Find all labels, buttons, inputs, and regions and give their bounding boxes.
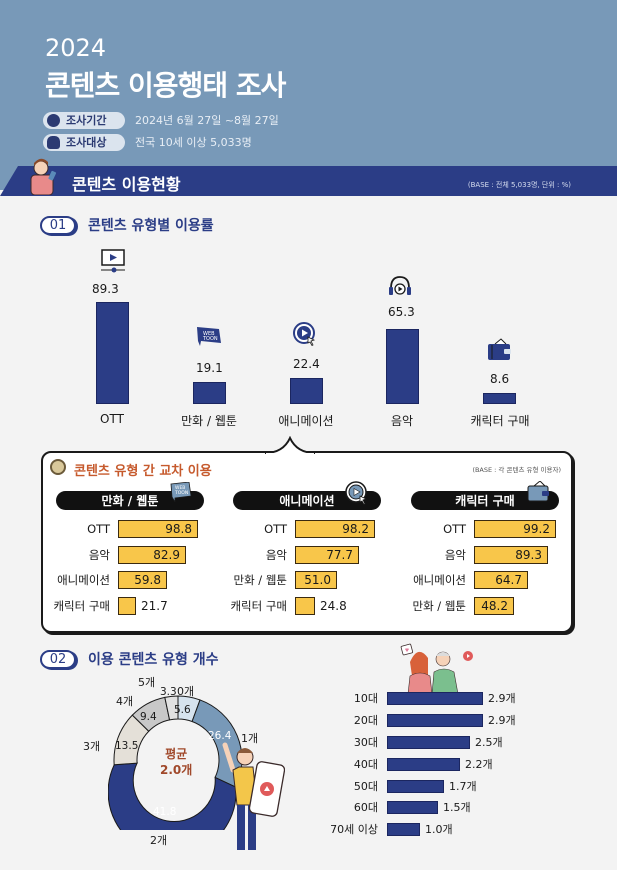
wallet-icon bbox=[527, 481, 549, 502]
meta-target: 조사대상 전국 10세 이상 5,033명 bbox=[43, 133, 252, 151]
meta-period-label: 조사기간 bbox=[66, 114, 107, 127]
bar-value-animation: 22.4 bbox=[293, 357, 320, 371]
section-banner bbox=[0, 166, 617, 196]
donut-label-3: 3개 bbox=[83, 740, 101, 753]
cross-use-title: 콘텐츠 유형 간 교차 이용 bbox=[74, 464, 212, 479]
section-number: 01 bbox=[40, 215, 76, 235]
donut-value-2: 41.8 bbox=[153, 806, 177, 818]
banner-title: 콘텐츠 이용현황 bbox=[72, 175, 181, 194]
person-phone-illustration bbox=[30, 158, 57, 195]
age-row: 20대 2.9개 bbox=[353, 713, 516, 727]
cross-row: 음악 89.3 bbox=[396, 546, 548, 564]
person-holding-phone-illustration bbox=[222, 742, 285, 850]
age-row: 70세 이상 1.0개 bbox=[330, 822, 453, 836]
bar-ott bbox=[96, 302, 129, 404]
meta-target-label: 조사대상 bbox=[66, 136, 107, 149]
headphones-icon bbox=[389, 276, 411, 295]
donut-label-1: 1개 bbox=[241, 732, 259, 745]
bar-value-character: 8.6 bbox=[490, 372, 510, 386]
group-header-webtoon: 만화 / 웹툰 bbox=[56, 491, 204, 510]
cross-row: OTT 99.2 bbox=[396, 520, 556, 538]
group-header-character: 캐릭터 구매 bbox=[411, 491, 559, 510]
section-02-heading: 02 이용 콘텐츠 유형 개수 bbox=[40, 649, 219, 669]
bar-value-ott: 89.3 bbox=[92, 282, 119, 296]
donut-value-5: 3.3 bbox=[160, 686, 177, 698]
animation-play-icon bbox=[345, 481, 368, 505]
cross-row: 만화 / 웹툰 48.2 bbox=[396, 597, 514, 615]
meta-period-value: 2024년 6월 27일 ~8월 27일 bbox=[135, 114, 279, 127]
bar-music bbox=[386, 329, 419, 404]
section-title: 콘텐츠 유형별 이용률 bbox=[88, 218, 214, 234]
bar-label-character: 캐릭터 구매 bbox=[470, 414, 530, 428]
donut-label-2: 2개 bbox=[150, 834, 168, 847]
cross-row: 캐릭터 구매 21.7 bbox=[53, 597, 168, 615]
header bbox=[0, 0, 617, 190]
banner-base-note: (BASE : 전체 5,033명, 단위 : %) bbox=[467, 181, 571, 189]
bar-label-ott: OTT bbox=[100, 412, 124, 426]
webtoon-icon: WEB TOON bbox=[170, 482, 192, 502]
monitor-play-icon bbox=[101, 249, 125, 273]
couple-illustration bbox=[400, 643, 473, 694]
donut-value-4: 9.4 bbox=[140, 711, 157, 723]
page-title: 콘텐츠 이용행태 조사 bbox=[45, 69, 286, 102]
svg-text:WEB: WEB bbox=[175, 485, 185, 491]
cross-row: 애니메이션 64.7 bbox=[396, 571, 528, 589]
age-row: 10대 2.9개 bbox=[353, 691, 516, 705]
section-number: 02 bbox=[40, 649, 76, 669]
cross-row: OTT 98.2 bbox=[218, 520, 375, 538]
bar-value-music: 65.3 bbox=[388, 305, 415, 319]
cross-row: 음악 77.7 bbox=[218, 546, 359, 564]
bar-value-webtoon: 19.1 bbox=[196, 361, 223, 375]
cross-use-base-note: (BASE : 각 콘텐츠 유형 이용자) bbox=[472, 466, 561, 474]
bar-animation bbox=[290, 378, 323, 404]
cross-row: 캐릭터 구매 24.8 bbox=[230, 597, 347, 615]
svg-text:TOON: TOON bbox=[202, 336, 218, 342]
cross-row: 만화 / 웹툰 51.0 bbox=[218, 571, 337, 589]
animation-play-icon bbox=[293, 322, 316, 346]
donut-label-5: 5개 bbox=[138, 676, 156, 689]
person-icon bbox=[47, 135, 60, 149]
svg-text:WEB: WEB bbox=[203, 331, 215, 337]
donut-center-average: 평균 2.0개 bbox=[160, 747, 193, 777]
bar-label-animation: 애니메이션 bbox=[278, 414, 334, 428]
gear-icon bbox=[47, 113, 60, 127]
wallet-icon bbox=[488, 338, 511, 360]
age-row: 50대 1.7개 bbox=[353, 779, 477, 793]
cross-row: 애니메이션 59.8 bbox=[40, 571, 167, 589]
donut-value-3: 13.5 bbox=[115, 740, 139, 752]
section-title: 이용 콘텐츠 유형 개수 bbox=[88, 652, 219, 668]
age-row: 30대 2.5개 bbox=[353, 735, 503, 749]
header-year: 2024 bbox=[45, 34, 107, 62]
bar-webtoon bbox=[193, 382, 226, 404]
donut-label-4: 4개 bbox=[116, 695, 134, 708]
svg-text:TOON: TOON bbox=[174, 490, 188, 496]
bar-character bbox=[483, 393, 516, 404]
cube-icon bbox=[50, 459, 66, 475]
meta-period: 조사기간 2024년 6월 27일 ~8월 27일 bbox=[43, 111, 279, 129]
callout-pointer bbox=[265, 436, 315, 454]
group-header-animation: 애니메이션 bbox=[233, 491, 381, 510]
donut-value-1: 26.4 bbox=[208, 730, 232, 742]
cross-row: OTT 98.8 bbox=[40, 520, 198, 538]
section-01-heading: 01 콘텐츠 유형별 이용률 bbox=[40, 215, 214, 235]
cross-row: 음악 82.9 bbox=[40, 546, 186, 564]
bar-label-music: 음악 bbox=[390, 414, 414, 428]
age-row: 40대 2.2개 bbox=[353, 757, 493, 771]
bar-label-webtoon: 만화 / 웹툰 bbox=[181, 414, 237, 428]
donut-label-0: 0개 bbox=[177, 685, 195, 698]
age-row: 60대 1.5개 bbox=[353, 800, 471, 814]
donut-value-0: 5.6 bbox=[174, 704, 191, 716]
webtoon-icon: WEB TOON bbox=[197, 327, 221, 346]
meta-target-value: 전국 10세 이상 5,033명 bbox=[135, 136, 252, 149]
